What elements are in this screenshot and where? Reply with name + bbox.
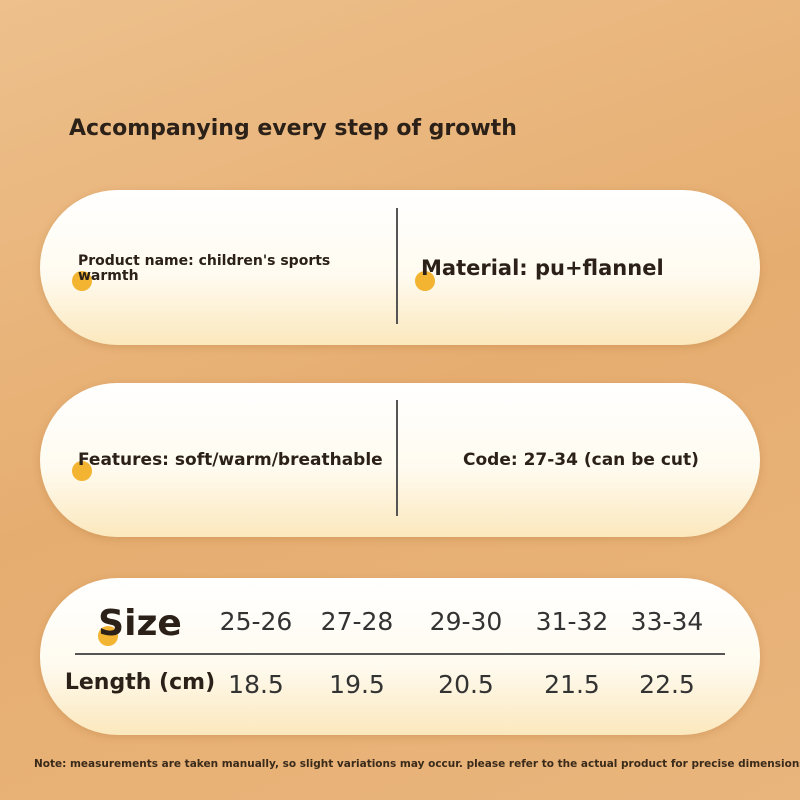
- table-cell: 31-32: [535, 607, 609, 636]
- dot: [415, 271, 435, 291]
- table-cell: 22.5: [639, 670, 695, 699]
- rule: [75, 653, 725, 655]
- dot: [72, 461, 92, 481]
- card: [40, 578, 760, 735]
- card-text: Features: soft/warm/breathable: [78, 450, 383, 470]
- table-cell: 21.5: [544, 670, 600, 699]
- divider: [396, 400, 398, 516]
- table-cell: 27-28: [320, 607, 394, 636]
- divider: [396, 208, 398, 324]
- note: Note: measurements are taken manually, s…: [34, 758, 800, 770]
- table-cell: 19.5: [329, 670, 385, 699]
- card-text: Material: pu+flannel: [421, 256, 664, 280]
- table-cell: 18.5: [228, 670, 284, 699]
- row-header: Size: [98, 603, 182, 644]
- table-cell: 20.5: [438, 670, 494, 699]
- card-text: Code: 27-34 (can be cut): [463, 450, 699, 470]
- card: [40, 383, 760, 537]
- title: Accompanying every step of growth: [69, 116, 517, 141]
- card: [40, 190, 760, 345]
- table-cell: 25-26: [219, 607, 293, 636]
- table-cell: 33-34: [630, 607, 704, 636]
- table-cell: 29-30: [429, 607, 503, 636]
- dot: [98, 626, 118, 646]
- row-header: Length (cm): [64, 670, 216, 695]
- dot: [72, 271, 92, 291]
- card-text: Product name: children's sports warmth: [78, 253, 331, 284]
